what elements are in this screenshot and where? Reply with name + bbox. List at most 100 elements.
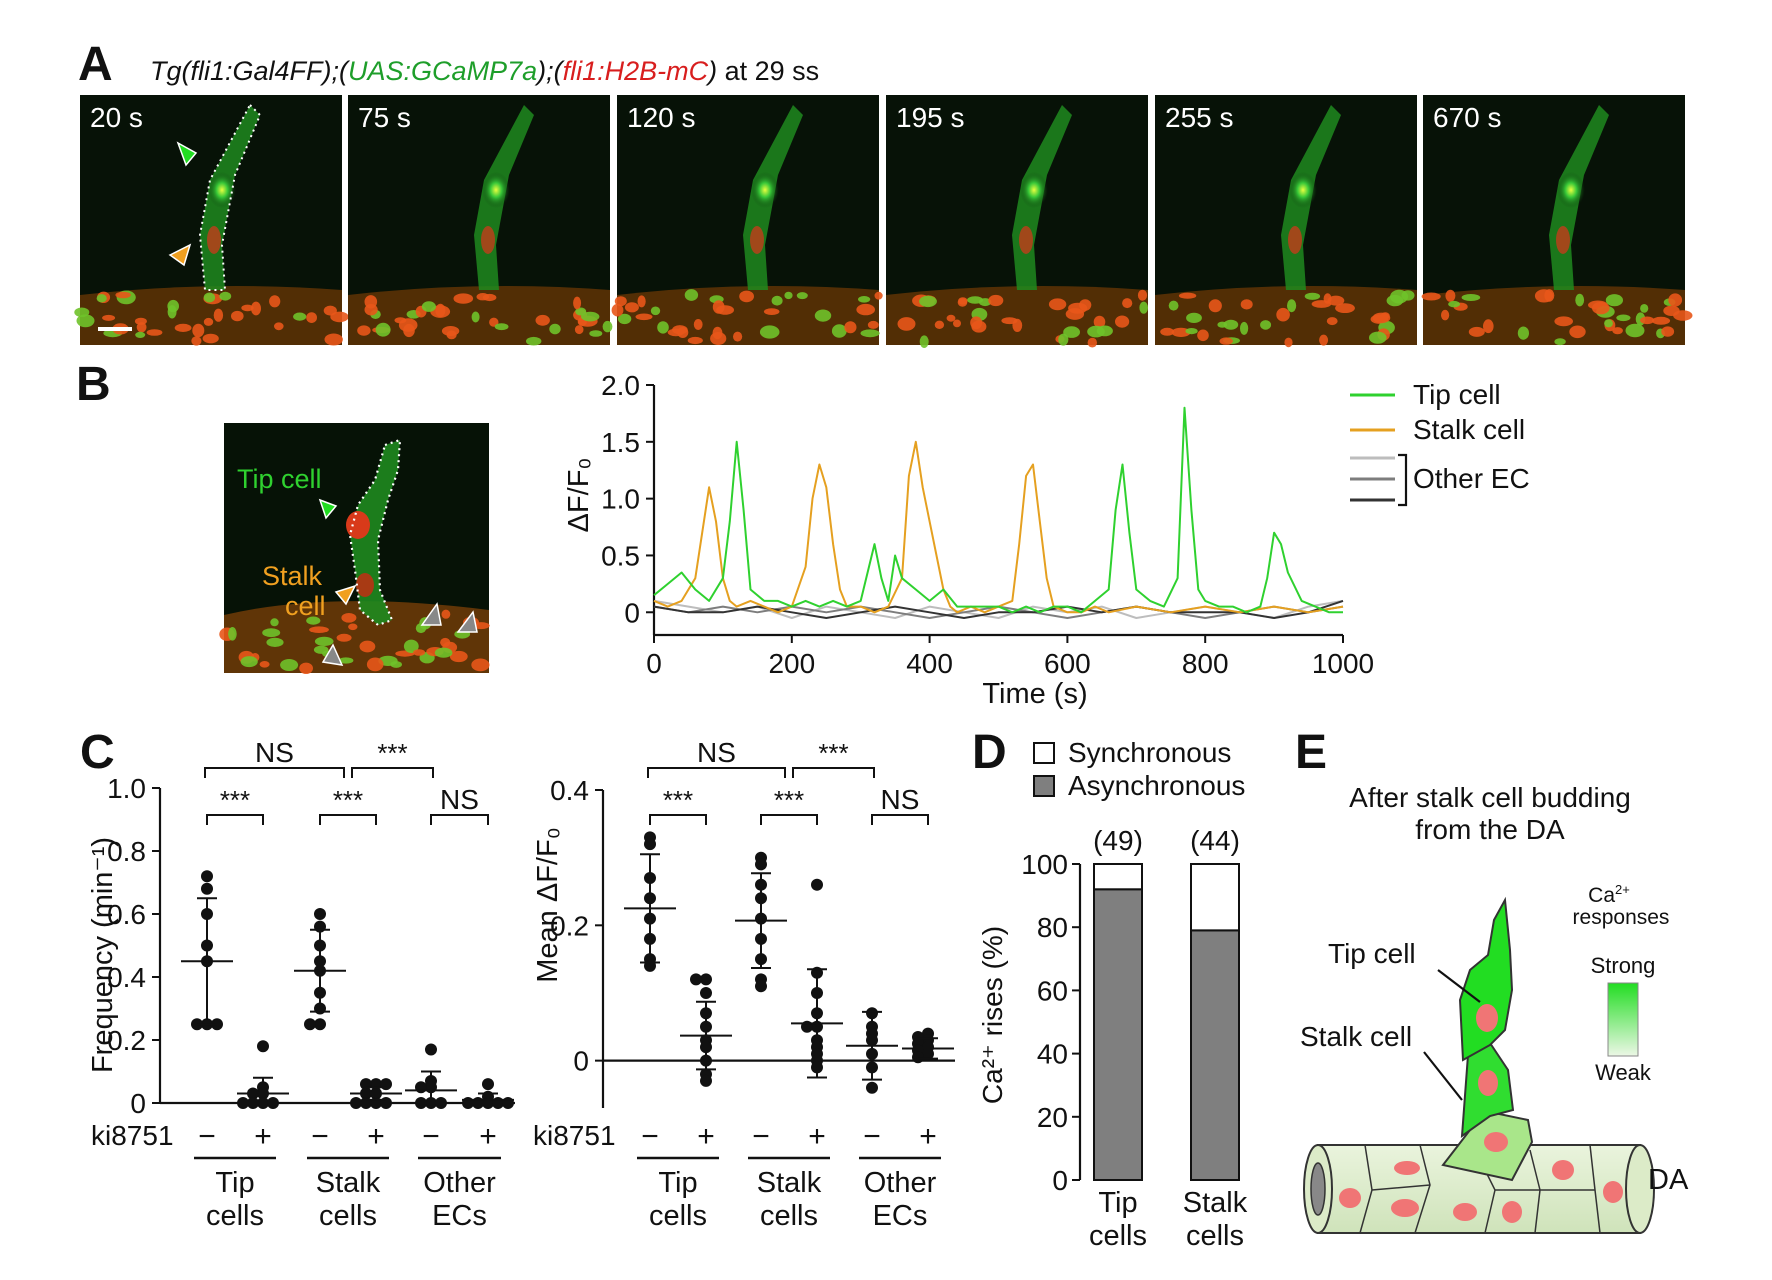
data-point <box>482 1078 494 1091</box>
data-point <box>257 1040 269 1053</box>
frame-tip-glow <box>751 172 779 208</box>
treatment-plus: + <box>697 1120 715 1153</box>
micrograph-frame: 195 s <box>886 95 1148 349</box>
frame-nucleus <box>1483 319 1494 334</box>
frame-nucleus <box>784 291 793 300</box>
frame-nucleus <box>672 325 688 335</box>
frame-nucleus <box>574 325 584 335</box>
frame-nucleus <box>1335 303 1355 313</box>
y-tick-label: 20 <box>1037 1102 1068 1133</box>
data-point <box>811 878 823 891</box>
frame-nucleus <box>293 312 307 321</box>
data-point <box>415 1081 427 1094</box>
significance-bracket <box>871 814 929 825</box>
data-point <box>201 870 213 883</box>
frame-nucleus <box>1663 305 1680 316</box>
frame-nucleus <box>1640 304 1649 313</box>
micrograph-nucleus <box>403 639 419 653</box>
frame-nucleus <box>421 301 436 312</box>
data-point <box>350 1097 362 1109</box>
significance-bracket <box>647 767 786 778</box>
frame-nucleus <box>1326 317 1338 326</box>
chart-c1-ylabel: Frequency (min⁻¹) <box>87 837 119 1073</box>
micrograph-nucleus <box>413 649 426 656</box>
frame-nucleus <box>1160 327 1175 336</box>
ca-scale-strong: Strong <box>1591 953 1656 978</box>
frame-nucleus <box>614 296 627 307</box>
treatment-minus: − <box>198 1120 216 1153</box>
legend-asynchronous-swatch <box>1033 775 1055 797</box>
chart-c1-treatment-label: ki8751 <box>91 1120 174 1151</box>
vessel-nucleus <box>1502 1201 1522 1223</box>
category-label-line2: cells <box>1089 1220 1147 1252</box>
frame-nucleus <box>637 295 646 308</box>
significance-bracket <box>204 767 345 778</box>
frame-nucleus <box>1625 323 1645 338</box>
micrograph-frames: 20 s 75 s 120 s 195 s 255 s 670 s <box>74 95 1693 349</box>
significance-label: *** <box>818 738 848 768</box>
frame-nucleus <box>219 291 232 301</box>
frame-nucleus <box>146 329 163 336</box>
legend-tip-label: Tip cell <box>1413 379 1501 410</box>
significance-bracket <box>792 767 875 778</box>
frame-nucleus <box>1197 329 1209 342</box>
micrograph-nucleus <box>440 637 451 647</box>
significance-bracket <box>319 814 377 825</box>
frame-nucleus <box>494 323 509 331</box>
group-label-line2: cells <box>206 1200 264 1232</box>
vessel-nucleus <box>1603 1181 1623 1203</box>
schematic-sprout <box>1423 896 1534 1182</box>
frame-nucleus <box>1661 326 1675 337</box>
frame-stalk-nucleus <box>1288 226 1302 254</box>
frame-nucleus <box>357 325 371 336</box>
micrograph-nucleus <box>441 609 451 619</box>
data-point <box>380 1078 392 1091</box>
y-tick-label: 0.6 <box>107 899 146 930</box>
frame-nucleus <box>446 330 457 340</box>
y-tick-label: 0.5 <box>601 540 640 571</box>
frame-nucleus <box>526 336 542 346</box>
tip-cell-pointer <box>1437 969 1481 1003</box>
frame-nucleus <box>324 333 343 346</box>
vessel-nucleus <box>1339 1188 1361 1208</box>
group-label-line1: Tip <box>658 1167 697 1199</box>
other-ec-arrowhead-icon <box>420 602 442 626</box>
data-point <box>237 1097 249 1109</box>
category-label-line1: Stalk <box>1183 1187 1248 1219</box>
stalk-arrowhead-icon <box>334 584 357 606</box>
frame-nucleus <box>1287 299 1297 313</box>
frame-nucleus <box>577 318 587 326</box>
y-tick-label: 2.0 <box>601 370 640 401</box>
y-tick-label: 0.4 <box>550 775 589 806</box>
frame-nucleus <box>1575 293 1585 307</box>
frame-nucleus <box>1093 315 1106 329</box>
frame-nucleus <box>76 314 95 328</box>
schematic-stalk-label: Stalk cell <box>1300 1021 1412 1052</box>
micrograph-stalk-label-line1: Stalk <box>262 561 323 591</box>
micrograph-nucleus <box>280 659 299 671</box>
frame-nucleus <box>1651 316 1671 325</box>
title-green: UAS:GCaMP7a <box>348 56 537 86</box>
micrograph-frame: 120 s <box>611 95 883 345</box>
bar-segment-synchronous <box>1190 863 1240 932</box>
micrograph-nucleus <box>472 622 490 630</box>
panel-a-letter: A <box>78 38 113 91</box>
chart-d-stacked-bars: Ca²⁺ rises (%) 020406080100(49)Tipcells(… <box>977 825 1248 1252</box>
data-point <box>201 882 213 895</box>
frame-nucleus <box>624 302 639 313</box>
significance-label: *** <box>220 785 250 815</box>
bar-segment-asynchronous <box>1190 929 1240 1181</box>
chart-b-traces: Time (s) ΔF/F₀ 0 0.5 1.0 1.5 2.0 0 200 400 600 80… <box>563 370 1374 710</box>
frame-nucleus <box>1178 292 1197 299</box>
data-point <box>866 1081 878 1094</box>
frame-nucleus <box>203 292 216 303</box>
frame-nucleus <box>251 301 261 316</box>
frame-nucleus <box>1058 333 1069 346</box>
treatment-minus: − <box>752 1120 770 1153</box>
legend-asynchronous-label: Asynchronous <box>1068 770 1245 801</box>
chart-c-frequency: Frequency (min⁻¹) ki8751 0 0.2 0.4 0.6 0.8 1.… <box>87 737 515 1232</box>
frame-nucleus <box>919 295 937 308</box>
treatment-plus: + <box>808 1120 826 1153</box>
micrograph-nucleus <box>359 640 376 653</box>
frame-tip-glow <box>208 172 236 208</box>
